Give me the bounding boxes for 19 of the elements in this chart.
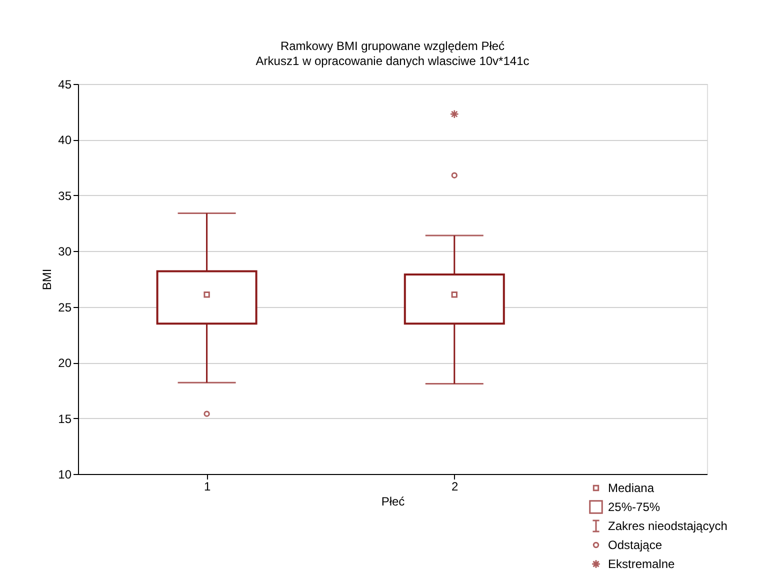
text: 25%-75% [608, 500, 660, 514]
x-tick-label: 1 [204, 480, 211, 494]
text: Zakres nieodstających [608, 519, 728, 533]
y-tick-label: 40 [58, 133, 72, 148]
y-tick-label: 30 [58, 244, 72, 259]
x-tick-label: 2 [452, 480, 459, 494]
y-tick-label: 20 [58, 356, 72, 370]
chart-title: Ramkowy BMI grupowane względem Płeć [280, 39, 505, 53]
legend-label: Ekstremalne [608, 557, 676, 571]
y-axis-title: BMI [40, 268, 54, 290]
x-axis-title: Płeć [381, 494, 405, 508]
y-tick-label: 15 [58, 412, 72, 426]
y-tick-label: 35 [58, 188, 72, 203]
y-tick-label: 10 [58, 468, 72, 482]
y-tick-label: 45 [58, 78, 72, 92]
y-tick-label: 25 [58, 300, 72, 314]
text: Odstające [608, 538, 662, 552]
text: Mediana [608, 481, 654, 495]
chart-subtitle: Arkusz1 w opracowanie danych wlasciwe 10v*141c [256, 54, 530, 68]
